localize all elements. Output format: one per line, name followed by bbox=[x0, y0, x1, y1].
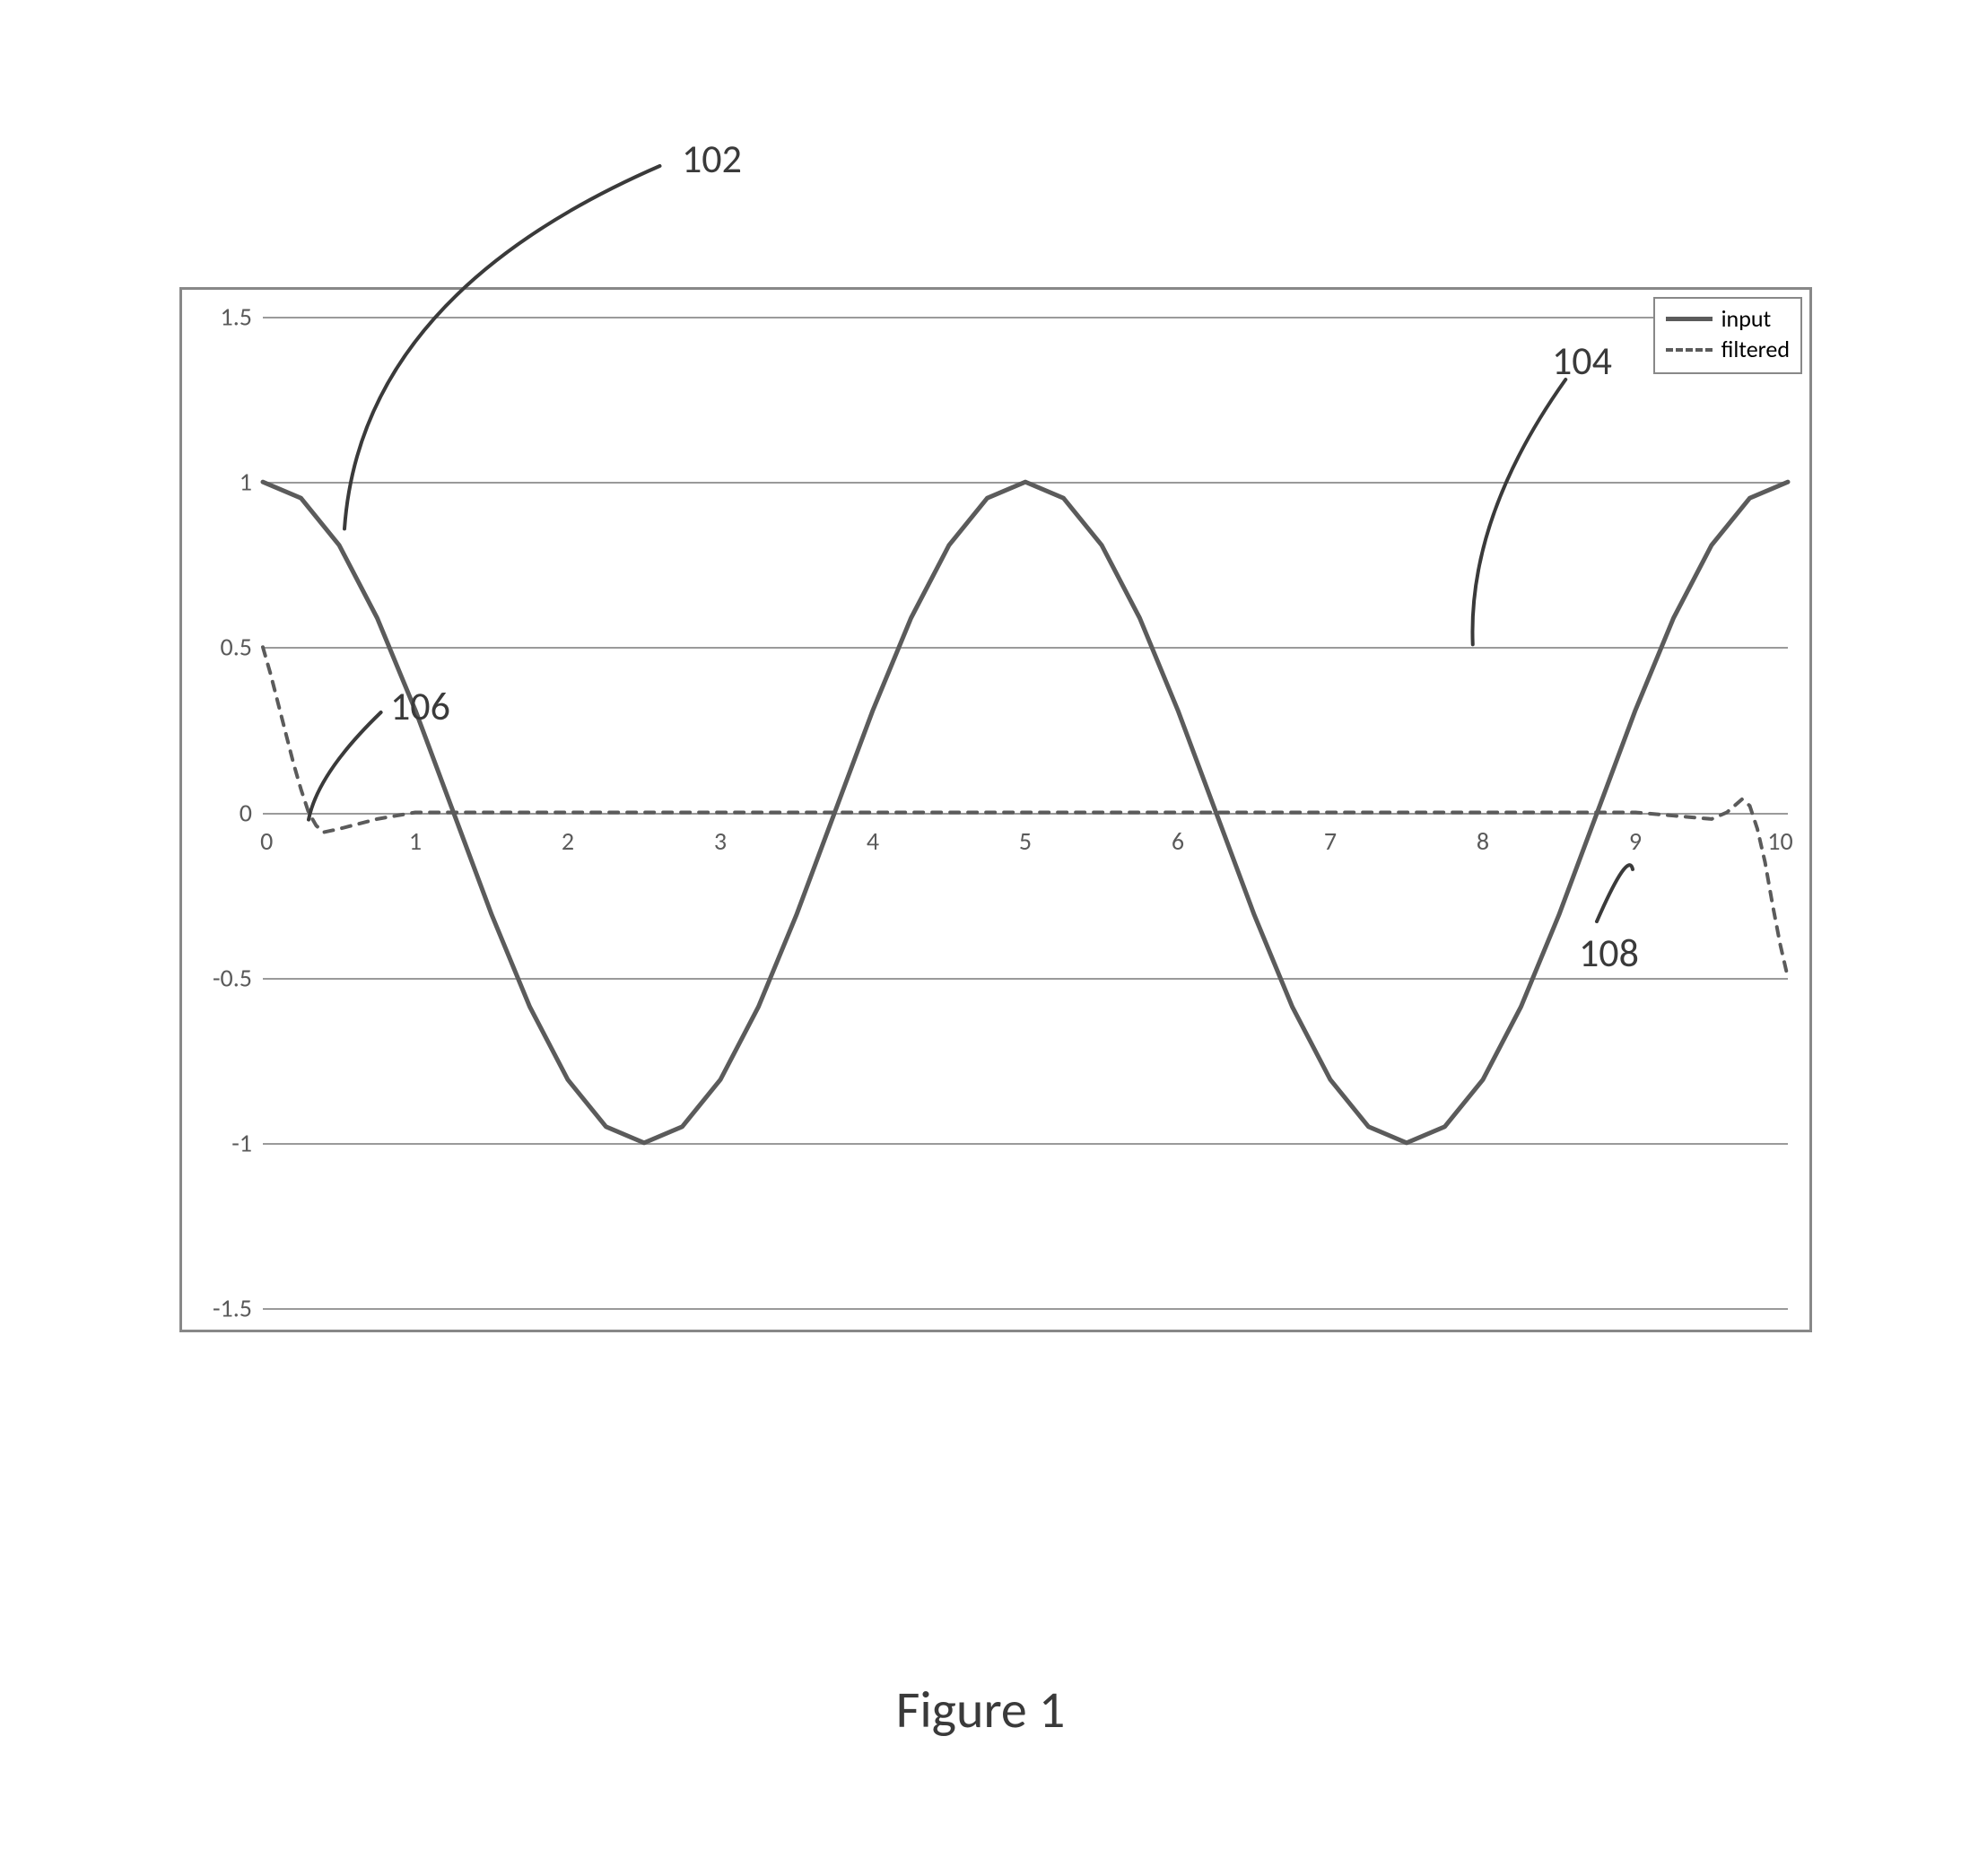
y-tick-label: 1 bbox=[240, 467, 263, 498]
legend-item: input bbox=[1666, 304, 1790, 335]
y-tick-label: -0.5 bbox=[213, 962, 263, 993]
figure-caption: Figure 1 bbox=[896, 1678, 1066, 1741]
legend-swatch bbox=[1666, 348, 1713, 352]
y-tick-label: 0 bbox=[240, 797, 263, 828]
legend-label: filtered bbox=[1721, 335, 1790, 365]
legend: inputfiltered bbox=[1653, 297, 1802, 374]
callout-label-108: 108 bbox=[1579, 929, 1639, 977]
series-filtered bbox=[263, 647, 1788, 977]
callout-arc-104 bbox=[1462, 374, 1571, 650]
callout-label-106: 106 bbox=[390, 682, 450, 730]
page: { "layout": { "chart_left": 200, "chart_… bbox=[0, 0, 1961, 1876]
y-tick-label: -1 bbox=[231, 1127, 263, 1158]
callout-label-102: 102 bbox=[682, 135, 742, 183]
y-tick-label: 1.5 bbox=[221, 301, 263, 333]
callout-arc-102 bbox=[339, 161, 666, 534]
callout-arc-108 bbox=[1591, 844, 1638, 927]
gridline-h bbox=[263, 1308, 1788, 1310]
y-tick-label: 0.5 bbox=[221, 632, 263, 663]
legend-label: input bbox=[1721, 304, 1772, 335]
y-tick-label: -1.5 bbox=[213, 1293, 263, 1324]
legend-swatch bbox=[1666, 317, 1713, 321]
callout-arc-106 bbox=[303, 707, 387, 825]
legend-item: filtered bbox=[1666, 335, 1790, 365]
